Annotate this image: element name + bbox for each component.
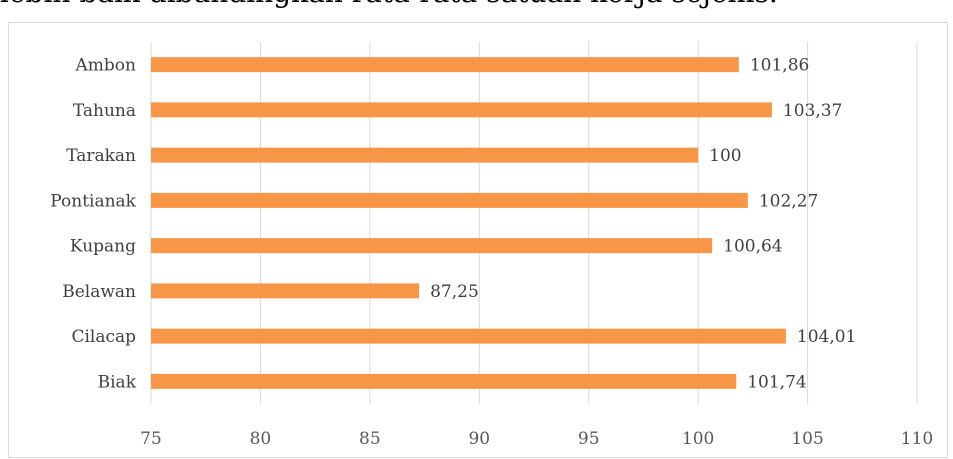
x-tick-label: 85 bbox=[359, 429, 381, 449]
category-label: Ambon bbox=[75, 56, 137, 76]
value-label: 100,64 bbox=[723, 237, 782, 257]
category-label: Cilacap bbox=[71, 327, 136, 347]
bars bbox=[151, 57, 786, 389]
x-tick-label: 75 bbox=[140, 429, 162, 449]
value-label: 103,37 bbox=[783, 101, 842, 121]
x-tick-label: 105 bbox=[791, 429, 823, 449]
bar-tahuna bbox=[151, 102, 772, 118]
bar-belawan bbox=[151, 283, 420, 299]
bar-kupang bbox=[151, 238, 713, 254]
value-label: 102,27 bbox=[759, 191, 818, 211]
x-tick-labels: 75 80 85 90 95 100 105 110 bbox=[140, 429, 933, 449]
value-label: 101,86 bbox=[750, 56, 809, 76]
category-label: Tahuna bbox=[73, 101, 136, 121]
bar-pontianak bbox=[151, 192, 748, 208]
value-labels: 101,86 103,37 100 102,27 100,64 87,25 104,01 10… bbox=[430, 56, 856, 393]
category-label: Belawan bbox=[62, 282, 136, 302]
x-tick-label: 100 bbox=[682, 429, 714, 449]
value-label: 101,74 bbox=[747, 372, 806, 392]
value-label: 100 bbox=[709, 146, 741, 166]
cut-off-paragraph-text: lebih baik dibandingkan rata-rata satuan… bbox=[0, 0, 953, 10]
x-tick-label: 90 bbox=[468, 429, 490, 449]
value-label: 104,01 bbox=[797, 327, 856, 347]
category-label: Pontianak bbox=[50, 191, 136, 211]
bar-biak bbox=[151, 373, 737, 389]
category-label: Biak bbox=[98, 372, 137, 392]
gridlines bbox=[150, 42, 918, 404]
x-tick-label: 110 bbox=[901, 429, 933, 449]
bar-ambon bbox=[151, 57, 739, 73]
category-label: Tarakan bbox=[66, 146, 136, 166]
bar-tarakan bbox=[151, 147, 699, 163]
value-label: 87,25 bbox=[430, 282, 479, 302]
x-tick-label: 80 bbox=[250, 429, 272, 449]
x-tick-label: 95 bbox=[578, 429, 600, 449]
bar-cilacap bbox=[151, 328, 786, 344]
category-labels: Ambon Tahuna Tarakan Pontianak Kupang Belawan… bbox=[50, 56, 136, 393]
category-label: Kupang bbox=[70, 237, 136, 257]
